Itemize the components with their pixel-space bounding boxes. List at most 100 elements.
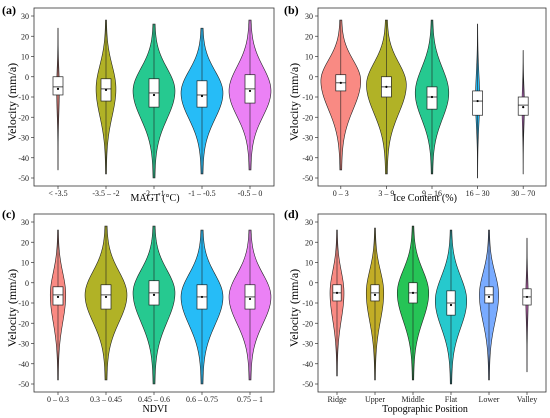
panel-c-mean-3 [200,295,204,299]
panel-c-xtick-label-2: 0.45 – 0.6 [138,395,170,404]
panel-b-ytick-label-6: -30 [302,134,313,143]
panel-b-y-title: Velocity (mm/a) [287,63,301,141]
panel-a-ytick-label-5: -20 [18,113,29,122]
panel-a-xtick-label-2: -2 – -1 [143,189,164,198]
panel-c-y-title: Velocity (mm/a) [5,269,19,347]
panel-b-mean-2 [430,95,434,99]
panel-c-plot: 30 20 10 0 -10 -20 -30 -40 -50 0 – 0.3 0.3 – 0.45 0… [18,218,272,404]
panel-a-ytick-label-1: 20 [21,32,29,41]
panel-b-mean-0 [339,81,342,84]
panel-b-ytick-label-8: -50 [302,174,313,183]
panel-a: (a) Velocity (mm/a) MAGT (°C) 30 20 10 0 -10… [2,3,275,204]
panel-c-ytick-label-5: -20 [18,319,29,328]
panel-d-ytick-label-4: -10 [302,299,313,308]
panel-d-xtick-label-0: Ridge [327,395,347,404]
panel-c-ytick-label-6: -30 [18,340,29,349]
panel-c-xtick-label-3: 0.6 – 0.75 [186,395,218,404]
panel-c-ytick-label-1: 20 [21,238,29,247]
panel-a-box-0 [52,76,64,96]
panel-b-xtick-label-4: 30 – 70 [511,189,535,198]
panel-c-mean-2 [152,293,156,296]
panel-a-ytick-label-2: 10 [21,53,29,62]
panel-a-xtick-label-4: -0.5 – 0 [238,189,263,198]
panel-d-xtick-label-2: Middle [401,395,425,404]
panel-d-ytick-label-7: -40 [302,360,313,369]
panel-d-mean-5 [525,295,529,299]
panel-c-mean-0 [56,295,60,299]
panel-b-x-title: Ice Content (%) [393,193,457,204]
panel-b-xtick-label-3: 16 – 30 [466,189,490,198]
panel-a-mean-4 [248,89,252,93]
panel-d-mean-4 [487,295,491,299]
panel-d-mean-2 [411,291,415,294]
panel-b: (b) Velocity (mm/a) Ice Content (%) 30 20… [284,3,547,204]
panel-d-mean-1 [373,293,377,296]
panel-a-ytick-label-6: -30 [18,134,29,143]
panel-d-xtick-label-5: Valley [517,395,537,404]
panel-d-ytick-label-5: -20 [302,319,313,328]
panel-b-xtick-label-2: 9 – 16 [422,189,442,198]
panel-b-xtick-label-1: 3 – 9 [378,189,394,198]
panel-b-plot: 30 20 10 0 -10 -20 -30 -40 -50 0 – 3 3 – 9 9 – 16 16… [302,12,535,198]
panel-d-plot: 30 20 10 0 -10 -20 -30 -40 -50 Ridge Upper Middle Fl… [302,218,537,404]
panel-a-label: (a) [2,3,16,17]
panel-c-ytick-label-0: 30 [21,218,29,227]
panel-a-ytick-label-4: -10 [18,93,29,102]
panel-d-xtick-label-1: Upper [365,395,385,404]
panel-c-ytick-label-7: -40 [18,360,29,369]
panel-d-ytick-label-1: 20 [305,238,313,247]
panel-d-x-title: Topographic Position [382,404,468,415]
panel-d-xtick-label-4: Lower [479,395,500,404]
panel-a-xtick-label-1: -3.5 – -2 [92,189,119,198]
panel-b-ytick-label-4: -10 [302,93,313,102]
panel-c-ytick-label-4: -10 [18,299,29,308]
panel-b-box-3 [472,90,483,116]
panel-a-x-title: MAGT (°C) [130,193,179,204]
panel-d-ytick-label-6: -30 [302,340,313,349]
panel-a-plot: 30 20 10 0 -10 -20 -30 -40 -50 < -3.5 -3.5 – -2 -2 … [18,12,272,198]
panel-b-xtick-label-0: 0 – 3 [333,189,349,198]
panel-d-ytick-label-3: 0 [309,279,313,288]
panel-d-y-title: Velocity (mm/a) [287,269,301,347]
panel-b-mean-1 [385,85,388,88]
panel-b-ytick-label-7: -40 [302,154,313,163]
panel-a-mean-3 [200,94,204,98]
panel-c-ytick-label-2: 10 [21,259,29,268]
panel-a-box-3 [196,80,208,108]
panel-d-ytick-label-0: 30 [305,218,313,227]
panel-d-xtick-label-3: Flat [445,395,458,404]
panel-a-ytick-label-3: 0 [25,73,29,82]
panel-c-label: (c) [2,207,15,221]
panel-d: (d) Velocity (mm/a) Topographic Position… [284,207,547,415]
panel-c-x-title: NDVI [143,404,168,415]
panel-a-mean-1 [104,88,108,92]
panel-a-y-title: Velocity (mm/a) [5,63,19,141]
panel-c-xtick-label-0: 0 – 0.3 [47,395,69,404]
panel-c-ytick-label-3: 0 [25,279,29,288]
panel-d-ytick-label-2: 10 [305,259,313,268]
panel-d-frame [317,213,547,393]
panel-d-mean-0 [335,291,339,294]
panel-a-xtick-label-3: -1 – -0.5 [188,189,215,198]
panel-a-mean-2 [152,93,156,97]
panel-b-label: (b) [284,3,299,17]
panel-a-ytick-label-7: -40 [18,154,29,163]
panel-b-ytick-label-0: 30 [305,12,313,21]
panel-c-mean-1 [104,295,108,299]
panel-b-ytick-label-3: 0 [309,73,313,82]
panel-b-mean-4 [522,106,525,109]
panel-a-ytick-label-8: -50 [18,174,29,183]
panel-c-xtick-label-4: 0.75 – 1 [237,395,263,404]
panel-b-ytick-label-2: 10 [305,53,313,62]
panel-c-xtick-label-1: 0.3 – 0.45 [90,395,122,404]
panel-b-ytick-label-5: -20 [302,113,313,122]
panel-c-mean-4 [248,297,252,301]
panel-d-ytick-label-8: -50 [302,380,313,389]
panel-b-mean-3 [476,99,479,103]
panel-c: (c) Velocity (mm/a) NDVI 30 20 10 0 -10 -20 -3… [2,207,275,415]
panel-a-mean-0 [56,87,60,90]
panel-d-label: (d) [284,207,299,221]
panel-c-ytick-label-8: -50 [18,380,29,389]
panel-a-ytick-label-0: 30 [21,12,29,21]
